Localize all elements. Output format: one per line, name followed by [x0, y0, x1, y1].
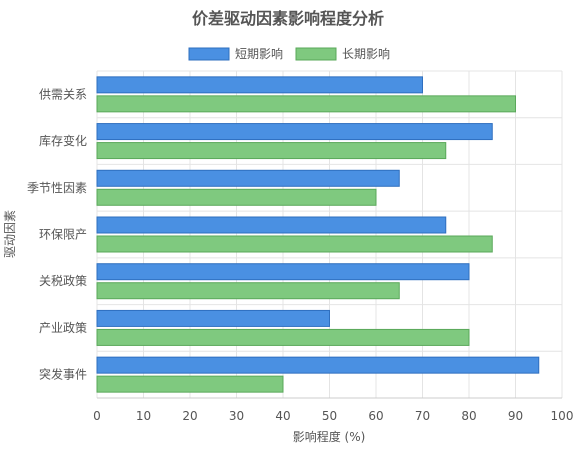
y-tick-label: 供需关系	[39, 87, 87, 101]
bar-short-2[interactable]	[96, 169, 400, 187]
x-axis-label: 影响程度 (%)	[293, 429, 366, 444]
x-tick-label: 20	[182, 409, 197, 423]
bars	[96, 76, 540, 393]
x-tick-label: 50	[322, 409, 337, 423]
bar-short-0[interactable]	[96, 76, 423, 94]
x-tick-label: 0	[93, 409, 101, 423]
legend: 短期影响 长期影响	[188, 46, 390, 61]
x-tick-labels: 0 10 20 30 40 50 60 70 80 90 100	[93, 409, 573, 423]
legend-label-short: 短期影响	[235, 46, 283, 61]
bar-short-5[interactable]	[96, 309, 330, 327]
bar-long-4[interactable]	[96, 282, 400, 300]
bar-long-0[interactable]	[96, 95, 516, 113]
bar-short-6[interactable]	[96, 356, 540, 374]
x-tick-label: 10	[136, 409, 151, 423]
bar-short-1[interactable]	[96, 123, 493, 141]
legend-label-long: 长期影响	[342, 46, 390, 61]
bar-short-4[interactable]	[96, 263, 470, 281]
x-tick-label: 60	[368, 409, 383, 423]
y-tick-label: 突发事件	[39, 367, 87, 382]
legend-item-long[interactable]: 长期影响	[295, 46, 390, 61]
legend-swatch-long	[295, 47, 337, 61]
y-tick-label: 库存变化	[39, 133, 87, 148]
bar-long-1[interactable]	[96, 142, 447, 160]
x-tick-label: 80	[461, 409, 476, 423]
x-tick-label: 90	[508, 409, 523, 423]
legend-item-short[interactable]: 短期影响	[188, 46, 283, 61]
x-tick-label: 70	[415, 409, 430, 423]
bar-long-3[interactable]	[96, 235, 493, 253]
chart-title: 价差驱动因素影响程度分析	[192, 9, 384, 28]
x-tick-label: 40	[275, 409, 290, 423]
legend-swatch-short	[188, 47, 230, 61]
bar-long-5[interactable]	[96, 328, 470, 346]
x-tick-label: 100	[551, 409, 574, 423]
bar-long-2[interactable]	[96, 188, 377, 206]
y-tick-label: 产业政策	[39, 321, 87, 335]
y-axis-label: 驱动因素	[3, 210, 17, 258]
bar-long-6[interactable]	[96, 375, 284, 393]
y-tick-label: 关税政策	[39, 274, 87, 288]
x-tick-label: 30	[229, 409, 244, 423]
grid	[96, 70, 563, 399]
bar-short-3[interactable]	[96, 216, 447, 234]
y-tick-label: 环保限产	[39, 228, 87, 242]
y-tick-label: 季节性因素	[27, 181, 87, 195]
